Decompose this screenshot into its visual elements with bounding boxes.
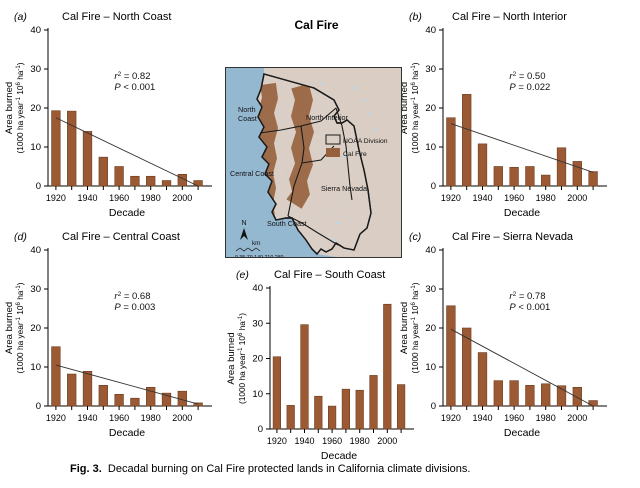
svg-text:1960: 1960 [109,413,129,423]
svg-text:30: 30 [252,318,263,329]
svg-text:1920: 1920 [46,193,66,203]
svg-text:1920: 1920 [441,413,461,423]
svg-text:North: North [238,105,256,114]
svg-text:10: 10 [30,142,41,153]
svg-text:Sierra Nevada: Sierra Nevada [321,184,367,193]
svg-text:North Interior: North Interior [306,113,349,122]
svg-text:P = 0.003: P = 0.003 [114,302,155,313]
svg-text:30: 30 [425,64,436,75]
svg-text:20: 20 [425,323,436,334]
svg-text:2000: 2000 [172,413,192,423]
svg-text:r2 = 0.68: r2 = 0.68 [114,291,150,303]
svg-text:P < 0.001: P < 0.001 [509,302,550,313]
svg-text:Cal Fire – North Coast: Cal Fire – North Coast [62,11,171,23]
svg-text:r2 = 0.50: r2 = 0.50 [509,71,545,83]
svg-text:Decade: Decade [504,207,540,219]
svg-text:1940: 1940 [77,413,97,423]
svg-text:0: 0 [36,181,41,192]
svg-text:10: 10 [425,142,436,153]
svg-text:2000: 2000 [377,436,397,446]
svg-text:20: 20 [30,323,41,334]
svg-text:30: 30 [425,284,436,295]
svg-text:(d): (d) [14,231,27,243]
svg-text:r2 = 0.78: r2 = 0.78 [509,291,545,303]
svg-text:Area burned: Area burned [4,82,15,134]
svg-text:2000: 2000 [567,193,587,203]
svg-text:Area burned: Area burned [4,302,15,354]
svg-text:0: 0 [431,401,436,412]
svg-text:1960: 1960 [109,193,129,203]
svg-text:(e): (e) [236,269,249,281]
svg-text:0: 0 [258,424,263,435]
svg-text:1920: 1920 [267,436,287,446]
svg-text:(1000 ha year-1 106 ha-1): (1000 ha year-1 106 ha-1) [15,62,25,153]
svg-text:2000: 2000 [172,193,192,203]
svg-text:Decade: Decade [109,207,145,219]
svg-text:1960: 1960 [322,436,342,446]
svg-text:Decade: Decade [504,427,540,439]
svg-text:10: 10 [30,362,41,373]
svg-text:(c): (c) [409,231,421,243]
svg-text:Cal Fire: Cal Fire [343,151,367,158]
svg-text:40: 40 [425,245,436,256]
svg-text:30: 30 [30,284,41,295]
svg-text:P < 0.001: P < 0.001 [114,82,155,93]
svg-text:1960: 1960 [504,193,524,203]
svg-text:Central Coast: Central Coast [230,169,274,178]
svg-text:40: 40 [425,25,436,36]
svg-text:1920: 1920 [46,413,66,423]
svg-text:1980: 1980 [141,413,161,423]
svg-text:0: 0 [36,401,41,412]
svg-text:20: 20 [425,103,436,114]
svg-text:(1000 ha year-1 106 ha-1): (1000 ha year-1 106 ha-1) [410,62,420,153]
svg-text:1960: 1960 [504,413,524,423]
svg-text:Coast: Coast [238,114,257,123]
svg-text:South Coast: South Coast [267,219,307,228]
svg-text:Cal Fire – North Interior: Cal Fire – North Interior [452,11,567,23]
svg-text:1940: 1940 [77,193,97,203]
svg-text:Cal Fire – Sierra Nevada: Cal Fire – Sierra Nevada [452,231,574,243]
svg-text:40: 40 [252,283,263,294]
svg-text:r2 = 0.82: r2 = 0.82 [114,71,150,83]
svg-text:(a): (a) [14,11,27,23]
svg-text:1980: 1980 [350,436,370,446]
svg-text:1980: 1980 [536,413,556,423]
svg-text:P = 0.022: P = 0.022 [509,82,550,93]
svg-text:1920: 1920 [441,193,461,203]
svg-text:NOAA Division: NOAA Division [343,138,388,145]
svg-text:km: km [252,240,260,247]
svg-text:20: 20 [30,103,41,114]
svg-text:(b): (b) [409,11,422,23]
svg-text:Cal Fire – South Coast: Cal Fire – South Coast [274,269,385,281]
svg-text:1940: 1940 [472,413,492,423]
svg-text:2000: 2000 [567,413,587,423]
svg-text:(1000 ha year-1 106 ha-1): (1000 ha year-1 106 ha-1) [15,282,25,373]
svg-text:1980: 1980 [141,193,161,203]
svg-text:1980: 1980 [536,193,556,203]
svg-text:1940: 1940 [294,436,314,446]
svg-text:40: 40 [30,245,41,256]
svg-text:40: 40 [30,25,41,36]
svg-text:Decade: Decade [109,427,145,439]
svg-text:20: 20 [252,354,263,365]
svg-text:Area burned: Area burned [226,332,237,384]
svg-text:Cal Fire – Central Coast: Cal Fire – Central Coast [62,231,180,243]
svg-text:0: 0 [431,181,436,192]
svg-text:N: N [241,220,246,227]
svg-text:10: 10 [252,389,263,400]
svg-text:Decade: Decade [321,450,357,462]
svg-text:30: 30 [30,64,41,75]
svg-text:1940: 1940 [472,193,492,203]
svg-text:10: 10 [425,362,436,373]
svg-text:(1000 ha year-1 106 ha-1): (1000 ha year-1 106 ha-1) [237,313,247,404]
